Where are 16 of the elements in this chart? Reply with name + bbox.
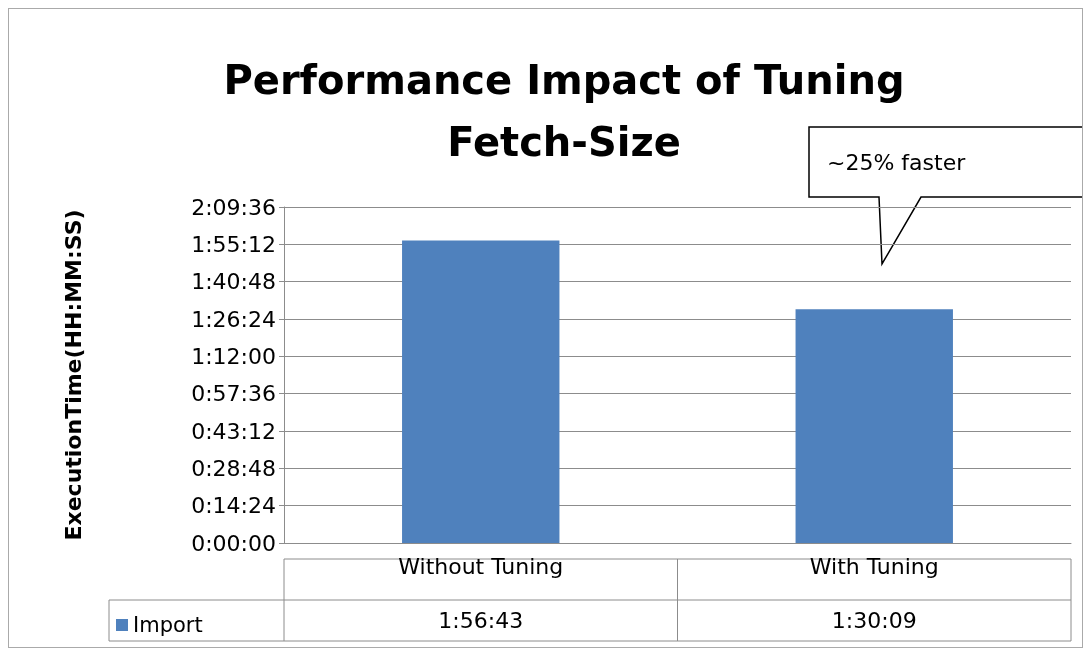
y-tick-label: 1:26:24 [191, 306, 276, 332]
x-tick-label: With Tuning [809, 553, 939, 579]
y-tick-label: 0:14:24 [191, 493, 276, 519]
data-label: 1:30:09 [831, 608, 917, 633]
y-tick-label: 0:57:36 [191, 381, 276, 407]
x-tick-label: Without Tuning [398, 553, 564, 579]
y-axis-title: ExecutionTime(HH:MM:SS) [60, 209, 86, 541]
y-tick-label: 0:43:12 [191, 418, 276, 444]
data-label: 1:56:43 [438, 608, 524, 633]
y-tick-label: 0:00:00 [191, 530, 276, 556]
y-tick-label: 2:09:36 [191, 194, 276, 220]
y-tick-label: 0:28:48 [191, 455, 276, 481]
legend-label: Import [133, 613, 203, 637]
y-tick-label: 1:12:00 [191, 343, 276, 369]
y-tick-label: 1:55:12 [191, 231, 276, 257]
y-tick-label: 1:40:48 [191, 269, 276, 295]
